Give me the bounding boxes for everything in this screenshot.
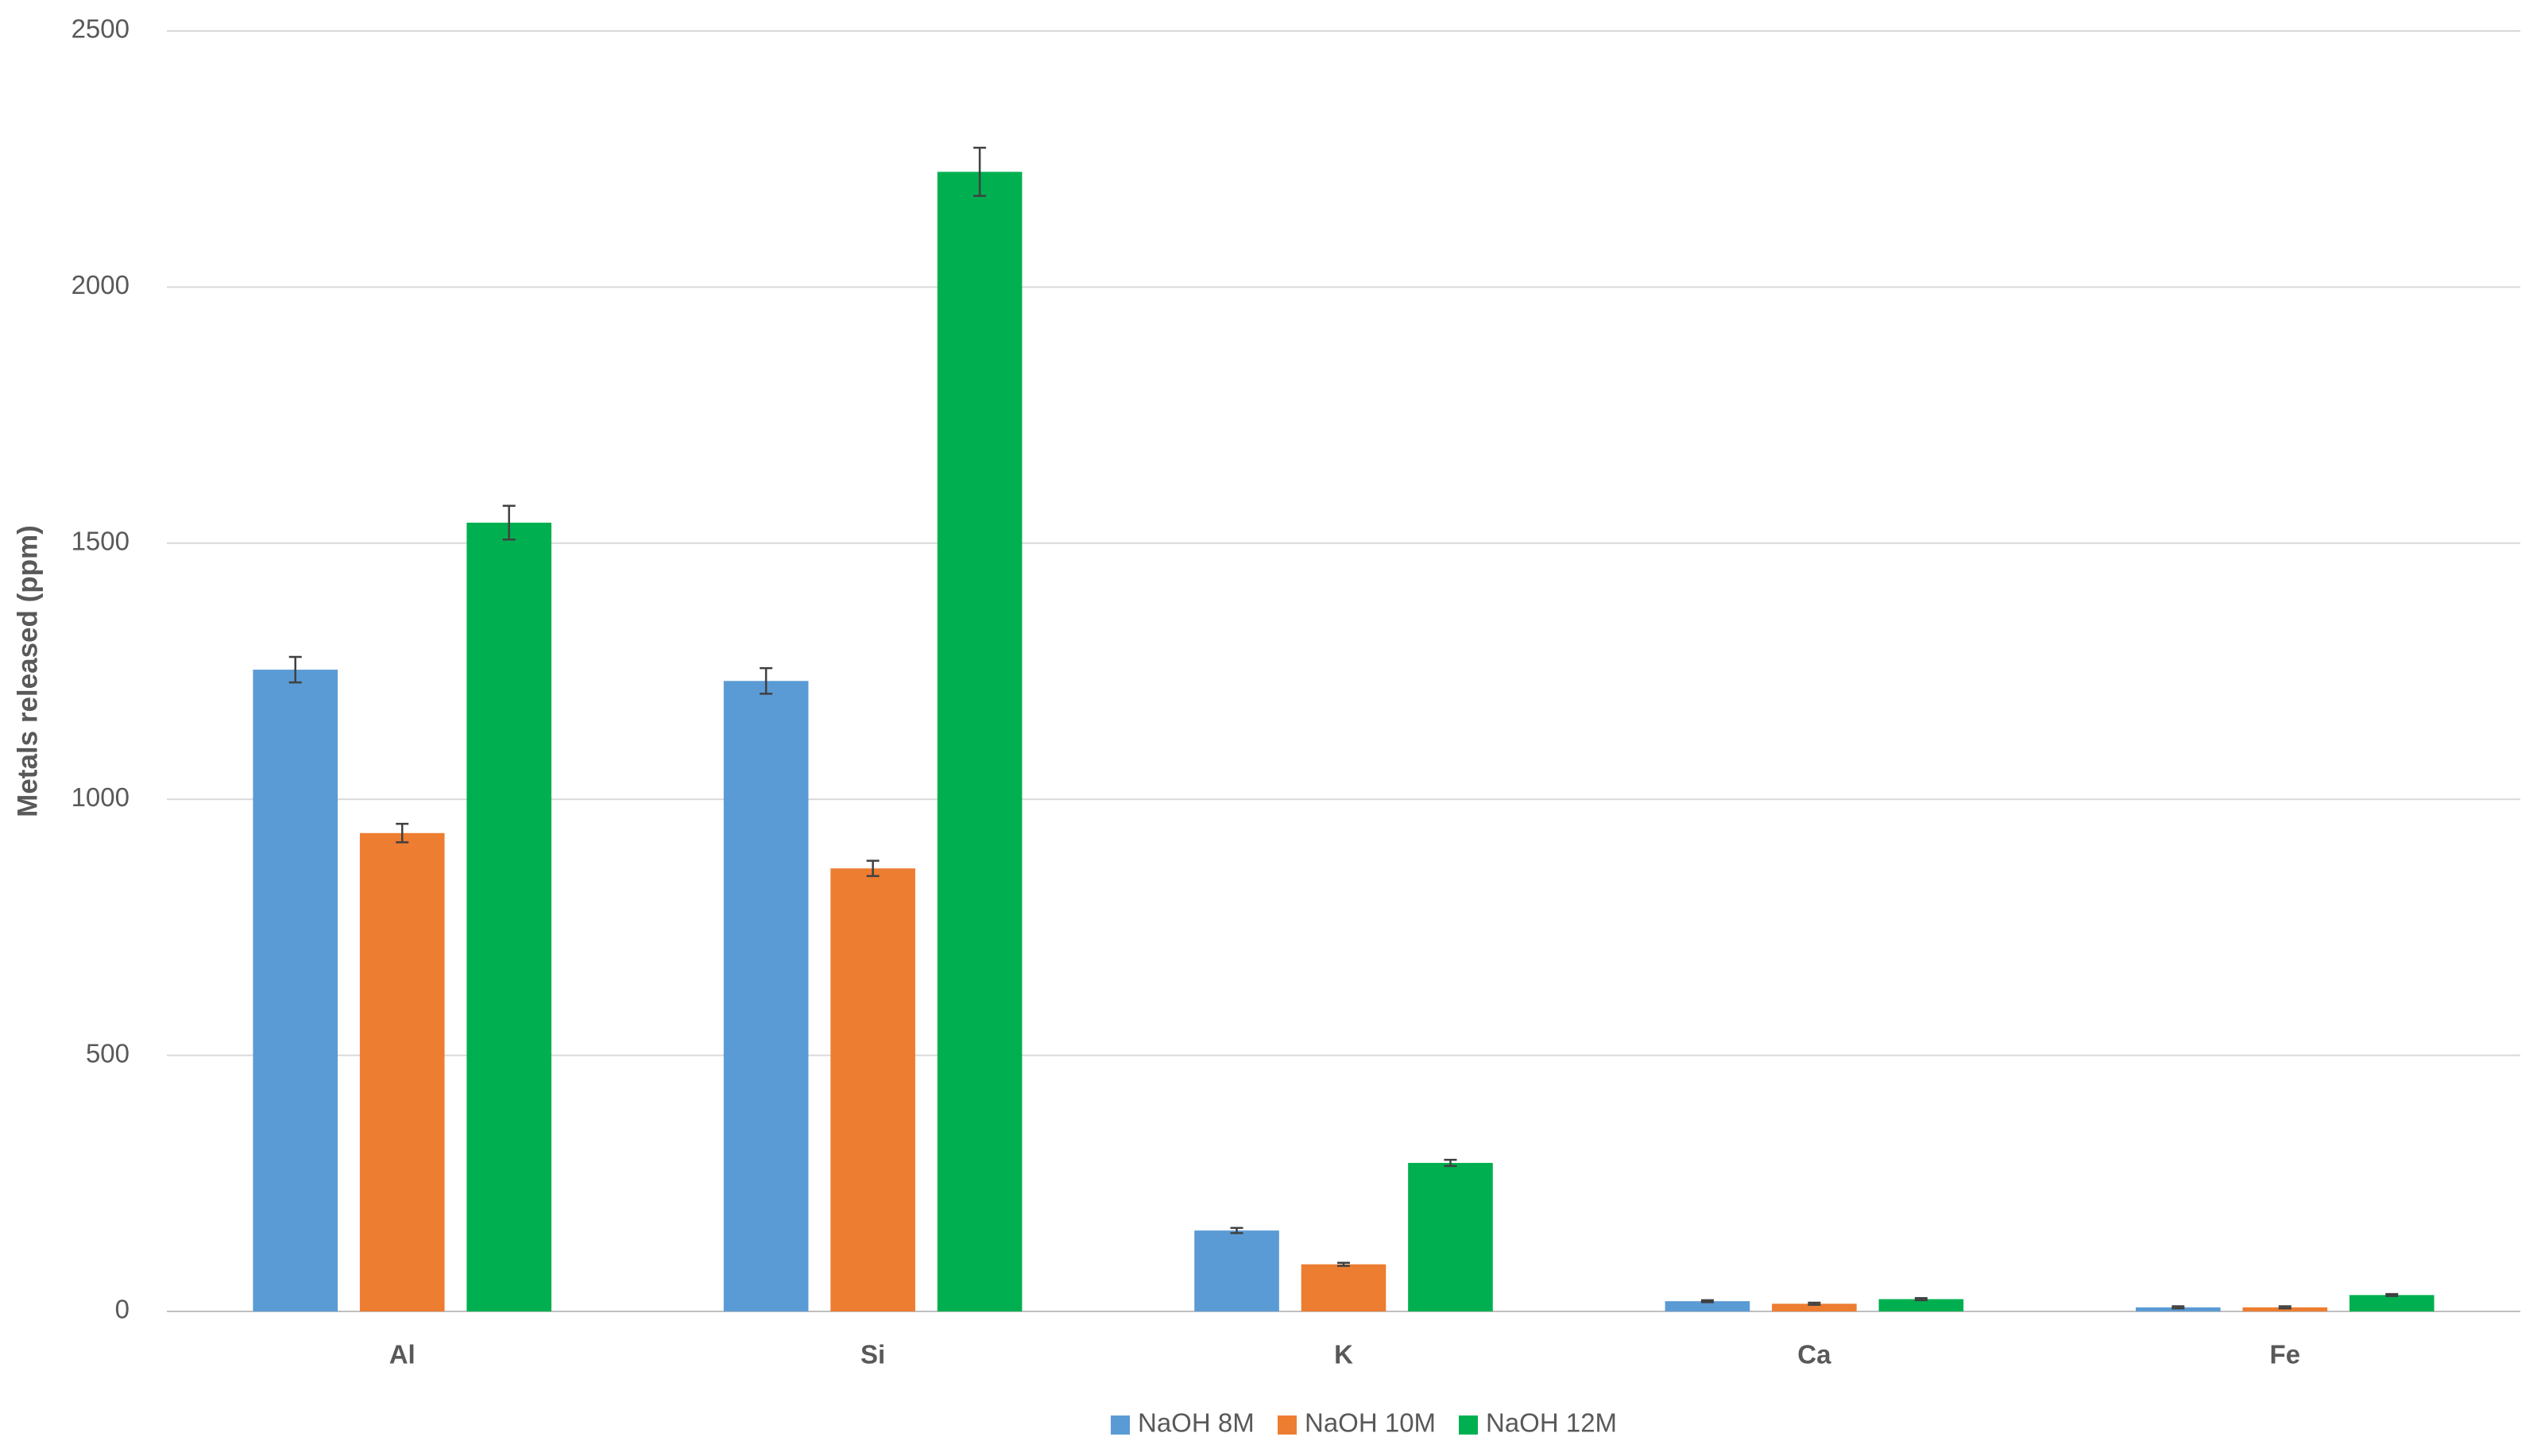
error-bar <box>1444 1158 1457 1168</box>
bar <box>1301 1264 1386 1311</box>
error-bar <box>2385 1292 2399 1297</box>
legend-swatch <box>1278 1415 1297 1435</box>
bar <box>1878 1299 1964 1311</box>
error-bar <box>396 822 409 844</box>
legend-swatch <box>1111 1415 1130 1435</box>
bar <box>1194 1230 1279 1311</box>
bar <box>723 681 809 1311</box>
error-bar <box>866 859 880 878</box>
y-tick-label: 2000 <box>72 270 130 299</box>
x-tick-label: Al <box>389 1340 416 1369</box>
legend-label: NaOH 10M <box>1305 1408 1436 1438</box>
y-axis-title: Metals released (ppm) <box>12 525 43 817</box>
error-bar <box>288 655 302 684</box>
legend-label: NaOH 8M <box>1138 1408 1255 1438</box>
x-tick-label: Fe <box>2270 1340 2301 1369</box>
bar <box>2242 1307 2328 1311</box>
bar <box>937 172 1023 1311</box>
bar <box>253 670 338 1311</box>
bar <box>1665 1301 1750 1311</box>
bar <box>830 868 915 1311</box>
bar <box>359 832 445 1311</box>
error-bar <box>1914 1296 1928 1302</box>
bar <box>466 523 551 1311</box>
error-bar <box>1808 1301 1821 1306</box>
legend-swatch <box>1459 1415 1478 1435</box>
bar <box>1408 1163 1493 1311</box>
error-bar <box>973 146 987 197</box>
bar <box>1772 1303 1857 1311</box>
x-tick-label: Si <box>860 1340 885 1369</box>
x-tick-label: K <box>1334 1340 1353 1369</box>
legend-label: NaOH 12M <box>1486 1408 1617 1438</box>
y-tick-label: 0 <box>115 1295 130 1324</box>
error-bar <box>1337 1261 1350 1267</box>
y-tick-label: 2500 <box>72 14 130 44</box>
error-bar <box>1230 1226 1243 1234</box>
error-bar <box>1700 1299 1714 1303</box>
bar <box>2349 1295 2435 1311</box>
error-bar <box>2278 1305 2291 1310</box>
error-bar <box>502 504 516 541</box>
y-tick-label: 1500 <box>72 527 130 556</box>
error-bar <box>2172 1305 2185 1310</box>
bar <box>2136 1307 2221 1311</box>
error-bar <box>760 666 773 695</box>
x-tick-label: Ca <box>1797 1340 1831 1369</box>
y-tick-label: 1000 <box>72 782 130 812</box>
y-tick-label: 500 <box>86 1038 130 1068</box>
